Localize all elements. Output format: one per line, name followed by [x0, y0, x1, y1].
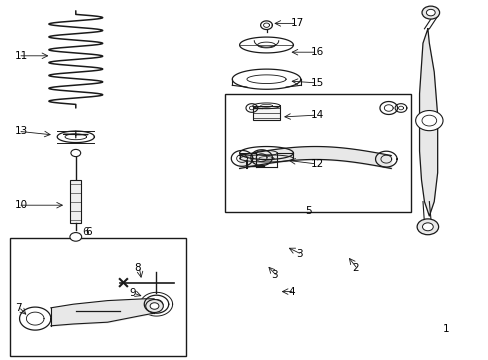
Text: 13: 13: [15, 126, 28, 136]
Circle shape: [150, 303, 159, 309]
Text: 1: 1: [442, 324, 448, 334]
Bar: [10, 238, 185, 356]
Circle shape: [421, 6, 439, 19]
Text: 2: 2: [351, 263, 358, 273]
Text: 4: 4: [288, 287, 295, 297]
Text: 16: 16: [310, 47, 323, 57]
Text: 9: 9: [129, 288, 136, 298]
Circle shape: [71, 149, 81, 157]
Circle shape: [145, 300, 163, 312]
Text: 10: 10: [15, 200, 28, 210]
Text: 3: 3: [295, 249, 302, 259]
Circle shape: [70, 233, 81, 241]
Text: 17: 17: [290, 18, 304, 28]
Text: 8: 8: [134, 263, 141, 273]
Text: 14: 14: [310, 110, 323, 120]
Text: 15: 15: [310, 78, 323, 88]
Bar: [70, 180, 81, 223]
Circle shape: [422, 223, 432, 231]
Text: 5: 5: [305, 206, 312, 216]
Circle shape: [416, 219, 438, 235]
Bar: [224, 94, 410, 212]
Text: 11: 11: [15, 51, 28, 61]
Polygon shape: [419, 29, 437, 216]
Text: 6: 6: [85, 227, 92, 237]
Text: 7: 7: [15, 303, 21, 313]
Circle shape: [415, 111, 442, 131]
Text: 3: 3: [271, 270, 278, 280]
Circle shape: [426, 9, 434, 16]
Text: 6: 6: [82, 227, 89, 237]
Circle shape: [421, 115, 436, 126]
Text: 12: 12: [310, 159, 323, 169]
Bar: [252, 106, 280, 120]
